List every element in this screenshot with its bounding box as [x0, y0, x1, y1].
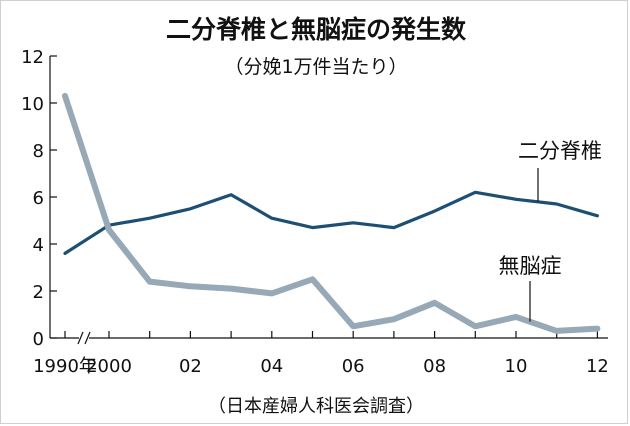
- y-tick-label: 12: [21, 47, 44, 68]
- axis-break-mark: [77, 331, 91, 345]
- x-tick-label: 10: [505, 356, 528, 377]
- y-tick-label: 2: [33, 282, 44, 303]
- axis-break-slash: [77, 331, 84, 345]
- axis-break-gap: [79, 333, 89, 343]
- chart-title: 二分脊椎と無脳症の発生数: [166, 15, 467, 44]
- x-tick-label: 06: [342, 356, 365, 377]
- series-lines: [62, 92, 601, 334]
- x-tick-label: 04: [260, 356, 283, 377]
- y-tick-label: 10: [21, 94, 44, 115]
- chart-subtitle: （分娩1万件当たり）: [224, 56, 407, 78]
- x-tick-label: 2000: [86, 356, 132, 377]
- y-tick-label: 0: [33, 329, 44, 350]
- x-tick-label: 12: [586, 356, 609, 377]
- x-tick-label: 02: [179, 356, 202, 377]
- y-axis-ticks: 0 2 4 6 8 10 12: [21, 47, 57, 350]
- x-tick-label: 1990年: [33, 356, 97, 377]
- series-line-spina-bifida: [63, 190, 600, 255]
- chart-source: （日本産婦人科医会調査）: [208, 396, 424, 417]
- x-tick-label: 08: [423, 356, 446, 377]
- series-line-anencephaly: [62, 92, 601, 334]
- y-tick-label: 4: [33, 235, 44, 256]
- series-label-spina-bifida: 二分脊椎: [518, 139, 602, 163]
- y-tick-label: 6: [33, 188, 44, 209]
- series-label-anencephaly: 無脳症: [499, 254, 562, 278]
- y-tick-label: 8: [33, 141, 44, 162]
- axis-break-slash: [84, 331, 91, 345]
